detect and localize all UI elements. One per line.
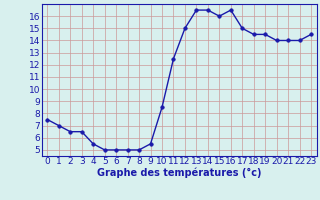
X-axis label: Graphe des températures (°c): Graphe des températures (°c): [97, 168, 261, 178]
